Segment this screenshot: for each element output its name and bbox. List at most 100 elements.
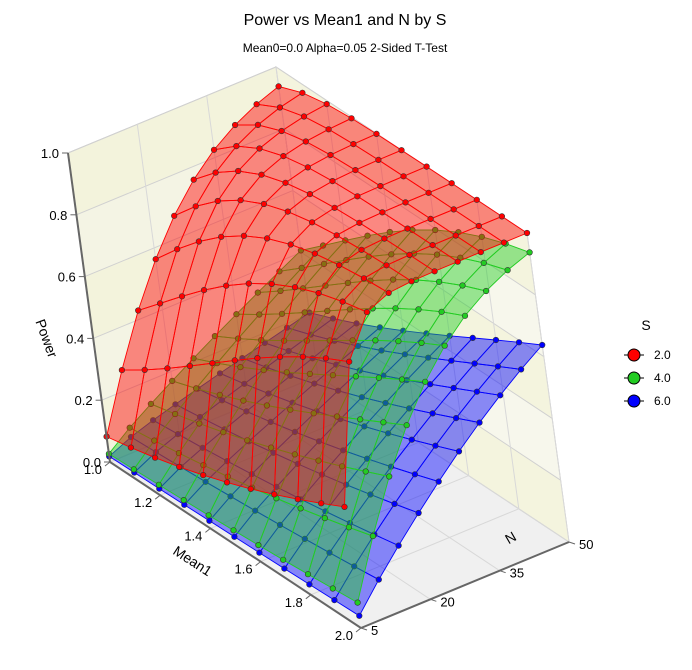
data-point (381, 235, 388, 242)
data-point (315, 438, 323, 445)
data-point (526, 249, 533, 256)
data-point (315, 290, 322, 297)
data-point (275, 83, 282, 90)
data-point (297, 505, 304, 512)
data-point (346, 358, 353, 365)
data-point (211, 333, 218, 340)
data-point (174, 246, 181, 253)
data-point (126, 424, 133, 431)
z-tick-label: 0.2 (75, 393, 93, 408)
z-axis-title: Power (32, 317, 61, 360)
data-point (395, 542, 402, 549)
data-point (515, 339, 523, 346)
data-point (233, 311, 240, 318)
data-point (450, 206, 457, 213)
data-point (254, 289, 261, 296)
data-point (323, 100, 330, 108)
data-point (267, 418, 274, 426)
data-point (218, 233, 225, 240)
data-point (357, 416, 364, 423)
data-point (333, 232, 340, 239)
x-tick-mark (205, 528, 211, 533)
data-point (278, 310, 286, 317)
data-point (306, 581, 313, 588)
data-point (186, 362, 193, 370)
data-point (311, 250, 318, 257)
data-point (291, 284, 299, 291)
data-point (164, 365, 171, 372)
y-tick-mark (568, 541, 576, 545)
data-point (247, 485, 254, 493)
data-point (260, 200, 268, 208)
y-tick-label: 5 (371, 623, 378, 638)
data-point (473, 196, 480, 203)
data-point (264, 235, 271, 242)
data-point (475, 222, 482, 230)
data-point (360, 275, 368, 282)
data-point (494, 363, 502, 370)
data-point (320, 260, 328, 268)
data-point (333, 413, 341, 420)
legend-label: 6.0 (654, 394, 671, 408)
data-point (348, 115, 355, 122)
data-point (345, 524, 353, 531)
data-point (298, 264, 305, 272)
data-point (356, 612, 363, 619)
data-point (471, 360, 478, 367)
data-point (500, 239, 508, 246)
data-point (435, 478, 442, 485)
data-point (352, 373, 360, 380)
data-point (325, 126, 332, 133)
data-point (241, 380, 248, 387)
data-point (268, 280, 275, 288)
data-point (349, 337, 356, 344)
data-point (302, 138, 309, 145)
data-point (329, 178, 336, 185)
data-point (327, 151, 334, 159)
data-point (130, 466, 137, 473)
data-point (171, 212, 178, 219)
data-point (256, 311, 263, 318)
data-point (344, 279, 352, 287)
data-point (459, 282, 466, 289)
data-point (402, 199, 409, 206)
data-point (383, 262, 390, 269)
z-tick-label: 1.0 (41, 146, 59, 161)
data-point (497, 392, 504, 399)
data-point (306, 370, 314, 378)
data-point (210, 146, 218, 153)
x-tick-label: 2.0 (335, 628, 353, 643)
data-point (301, 309, 308, 316)
data-point (492, 336, 500, 344)
data-point (385, 289, 392, 297)
data-point (205, 512, 212, 519)
data-point (390, 276, 397, 283)
data-point (304, 164, 311, 171)
data-point (281, 565, 288, 572)
data-point (231, 533, 238, 540)
data-point (324, 307, 331, 315)
y-tick-mark (430, 598, 437, 602)
legend-entry: 6.0 (624, 394, 671, 408)
data-point (476, 419, 483, 426)
data-point (299, 89, 306, 96)
legend-label: 4.0 (654, 371, 671, 385)
data-point (331, 204, 338, 211)
x-tick-mark (104, 461, 111, 467)
data-point (291, 428, 299, 436)
data-point (176, 463, 183, 471)
data-point (268, 444, 275, 451)
data-point (364, 232, 371, 239)
data-point (147, 400, 154, 408)
surface-s-4.0 (105, 226, 533, 606)
data-point (408, 436, 415, 443)
data-point (369, 305, 376, 312)
left-wall-band (101, 314, 318, 462)
data-point (152, 256, 159, 263)
data-point (294, 496, 301, 503)
data-point (309, 219, 316, 226)
data-point (411, 471, 419, 478)
data-point (287, 406, 294, 413)
data-point (425, 189, 432, 196)
